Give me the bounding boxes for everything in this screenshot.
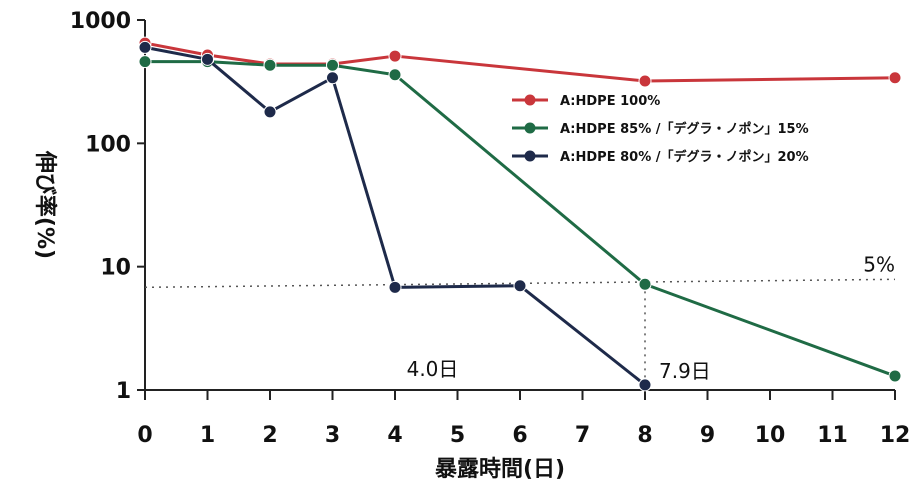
series-line-2 [145, 60, 896, 378]
series-2-point [388, 68, 402, 82]
series-2-point [138, 55, 152, 69]
legend-label: A:HDPE 85% /「デグラ・ノポン」15% [560, 121, 809, 137]
legend-swatch-marker [524, 150, 536, 162]
series-2-point [263, 58, 277, 72]
legend-label: A:HDPE 80% /「デグラ・ノポン」20% [560, 149, 809, 165]
x-tick-label: 7 [575, 423, 590, 448]
series-1-point [388, 49, 402, 63]
x-axis-title: 暴露時間(日) [434, 457, 565, 482]
y-ticks: 1 10 100 1000 [70, 9, 145, 404]
series-3-point [263, 105, 277, 119]
series-3-point [138, 40, 152, 54]
series-2-point [888, 369, 902, 383]
x-tick-label: 3 [325, 423, 340, 448]
legend-swatch-marker [524, 122, 536, 134]
y-axis-title: 伸び率(%) [32, 150, 58, 259]
legend: A:HDPE 100% A:HDPE 85% /「デグラ・ノポン」15% A:HDP… [512, 94, 809, 165]
x-tick-label: 0 [137, 423, 152, 448]
annotations: 5% 4.0日 7.9日 [407, 252, 895, 383]
y-tick-label: 1 [116, 379, 131, 404]
y-tick-label: 10 [100, 256, 131, 281]
x-ticks: 0 1 2 3 4 5 6 7 8 9 10 11 12 [137, 390, 910, 448]
series-3-point [388, 280, 402, 294]
series-group [138, 36, 902, 392]
x-tick-label: 6 [512, 423, 527, 448]
x-tick-label: 10 [755, 423, 786, 448]
legend-label: A:HDPE 100% [560, 94, 660, 109]
series-3-point [513, 279, 527, 293]
x-tick-label: 12 [880, 423, 911, 448]
annotation-label-a: 4.0日 [407, 357, 459, 381]
threshold-label: 5% [863, 252, 895, 276]
series-2-point [326, 58, 339, 72]
x-tick-label: 5 [450, 423, 465, 448]
x-tick-label: 2 [262, 423, 277, 448]
series-3-point [326, 71, 339, 85]
x-tick-label: 1 [200, 423, 215, 448]
x-tick-label: 9 [700, 423, 715, 448]
series-2-point [638, 277, 652, 291]
annotation-label-b: 7.9日 [659, 359, 711, 383]
legend-swatch-marker [524, 94, 536, 106]
x-tick-label: 8 [637, 423, 652, 448]
y-tick-label: 100 [85, 132, 131, 157]
x-tick-label: 11 [817, 423, 848, 448]
y-tick-label: 1000 [70, 9, 131, 34]
series-line-1 [144, 41, 896, 83]
series-3-point [201, 52, 214, 66]
series-1-point [638, 74, 652, 88]
series-1-point [888, 71, 902, 85]
series-3-point [638, 378, 652, 392]
x-tick-label: 4 [387, 423, 402, 448]
